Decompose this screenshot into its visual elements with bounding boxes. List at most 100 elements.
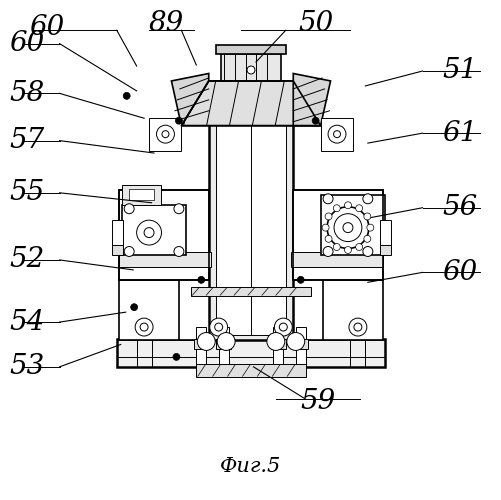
Circle shape xyxy=(286,332,304,350)
Circle shape xyxy=(323,194,332,204)
Circle shape xyxy=(348,318,366,336)
Bar xyxy=(193,338,208,349)
Circle shape xyxy=(333,205,340,212)
Text: 60: 60 xyxy=(30,14,65,40)
Circle shape xyxy=(123,92,130,100)
Circle shape xyxy=(363,236,370,242)
Text: 52: 52 xyxy=(10,246,45,274)
Circle shape xyxy=(333,244,340,250)
Text: 61: 61 xyxy=(441,120,476,146)
Circle shape xyxy=(362,194,372,204)
Bar xyxy=(119,252,211,268)
Circle shape xyxy=(333,130,340,138)
Bar xyxy=(178,275,323,340)
Circle shape xyxy=(124,246,134,256)
Circle shape xyxy=(197,332,215,350)
Circle shape xyxy=(328,125,345,143)
Bar xyxy=(293,338,308,349)
Circle shape xyxy=(279,323,287,331)
Text: 60: 60 xyxy=(441,259,476,286)
Circle shape xyxy=(312,117,319,124)
Circle shape xyxy=(344,202,351,208)
Circle shape xyxy=(366,224,373,231)
Bar xyxy=(308,280,382,340)
Circle shape xyxy=(333,214,361,242)
Bar xyxy=(191,287,310,296)
Circle shape xyxy=(162,130,169,138)
Bar xyxy=(112,245,122,255)
Bar xyxy=(121,205,186,255)
Circle shape xyxy=(175,117,182,124)
Circle shape xyxy=(246,66,255,74)
Circle shape xyxy=(353,323,361,331)
Circle shape xyxy=(140,323,148,331)
Text: 56: 56 xyxy=(441,194,476,221)
Circle shape xyxy=(173,204,183,214)
Bar xyxy=(380,245,390,255)
Bar xyxy=(112,220,122,245)
Text: 89: 89 xyxy=(149,10,184,38)
Circle shape xyxy=(342,222,352,232)
Bar xyxy=(117,340,384,367)
Circle shape xyxy=(267,332,284,350)
Circle shape xyxy=(327,206,368,248)
Text: 54: 54 xyxy=(10,308,45,336)
Circle shape xyxy=(130,304,137,310)
Circle shape xyxy=(355,205,362,212)
Bar xyxy=(271,338,285,349)
Text: 55: 55 xyxy=(10,180,45,206)
Text: 53: 53 xyxy=(10,354,45,380)
Bar xyxy=(320,196,384,255)
Circle shape xyxy=(214,323,222,331)
Bar xyxy=(196,327,206,367)
Circle shape xyxy=(362,246,372,256)
Text: 58: 58 xyxy=(10,80,45,107)
Bar xyxy=(119,190,208,280)
Bar xyxy=(208,81,293,340)
Circle shape xyxy=(325,213,331,220)
Circle shape xyxy=(274,318,292,336)
Circle shape xyxy=(136,220,161,245)
Bar xyxy=(121,186,161,205)
Polygon shape xyxy=(293,74,330,126)
Text: 50: 50 xyxy=(298,10,333,38)
Circle shape xyxy=(173,246,183,256)
Circle shape xyxy=(156,125,174,143)
Circle shape xyxy=(124,204,134,214)
Bar xyxy=(380,220,390,245)
Circle shape xyxy=(323,246,332,256)
Bar xyxy=(221,54,280,81)
Text: 59: 59 xyxy=(300,388,335,415)
Bar xyxy=(119,280,193,340)
Bar xyxy=(216,86,285,334)
Polygon shape xyxy=(181,81,320,126)
Circle shape xyxy=(135,318,153,336)
Circle shape xyxy=(355,244,362,250)
Bar xyxy=(273,327,283,367)
Bar xyxy=(295,327,305,367)
Bar xyxy=(216,44,285,54)
Bar xyxy=(218,327,228,367)
Bar xyxy=(293,190,382,280)
Circle shape xyxy=(344,246,351,254)
Circle shape xyxy=(325,236,331,242)
Bar xyxy=(196,364,305,377)
Polygon shape xyxy=(171,74,208,126)
Circle shape xyxy=(172,354,179,360)
Circle shape xyxy=(297,276,304,283)
Circle shape xyxy=(217,332,234,350)
Bar xyxy=(216,338,230,349)
Text: Фиг.5: Фиг.5 xyxy=(220,457,281,476)
Bar xyxy=(320,118,352,150)
Circle shape xyxy=(322,224,329,231)
Text: 57: 57 xyxy=(10,127,45,154)
Bar xyxy=(149,118,181,150)
Circle shape xyxy=(144,228,154,237)
Circle shape xyxy=(197,276,204,283)
Text: 51: 51 xyxy=(441,58,476,84)
Circle shape xyxy=(363,213,370,220)
Bar xyxy=(129,190,154,200)
Circle shape xyxy=(209,318,227,336)
Text: 60: 60 xyxy=(10,30,45,57)
Bar xyxy=(290,252,382,268)
